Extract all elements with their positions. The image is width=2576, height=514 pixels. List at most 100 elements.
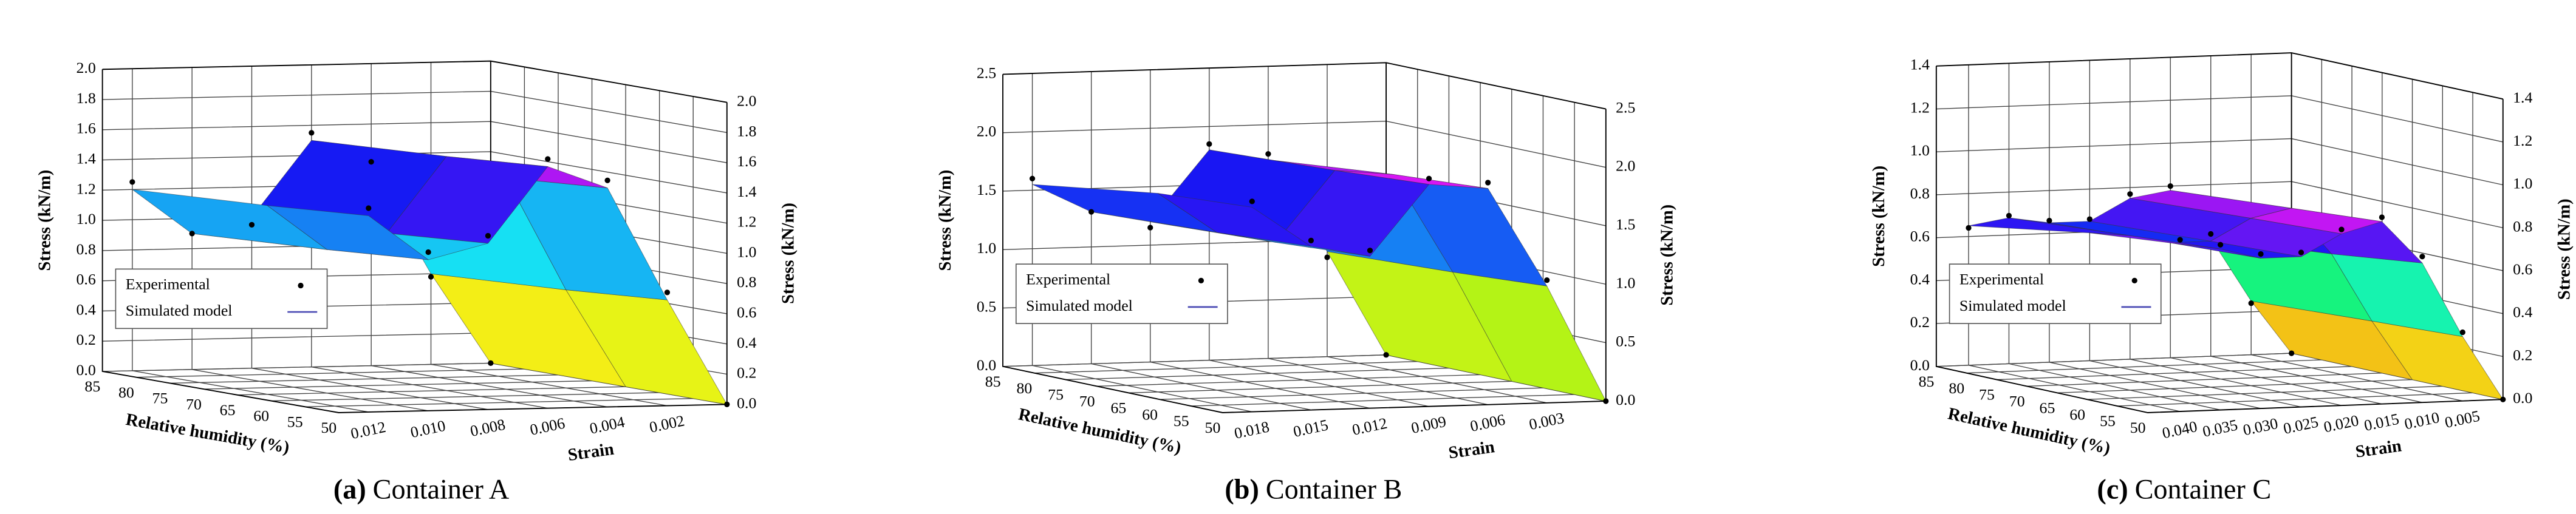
y-tick-label: 50 xyxy=(1205,419,1221,436)
y-tick-label: 80 xyxy=(1949,379,1964,397)
z-tick-label: 1.0 xyxy=(2513,175,2532,192)
caption: (c) Container C xyxy=(2097,473,2271,504)
x-tick-label: 0.040 xyxy=(2161,418,2199,442)
experimental-point xyxy=(2288,350,2295,356)
z-axis-title: Stress (kN/m) xyxy=(36,170,55,271)
x-tick-label: 0.009 xyxy=(1410,413,1448,437)
z-tick-label: 1.8 xyxy=(76,89,95,107)
experimental-point xyxy=(2086,216,2093,222)
x-tick-label: 0.006 xyxy=(1469,411,1507,435)
z-tick-label: 2.0 xyxy=(737,92,756,110)
z-tick-label: 1.6 xyxy=(76,120,95,137)
y-tick-label: 55 xyxy=(1174,412,1189,430)
z-tick-label: 0.2 xyxy=(737,364,756,382)
z-tick-label: 0.0 xyxy=(977,356,996,374)
z-tick-label: 2.0 xyxy=(76,59,95,76)
experimental-point xyxy=(1324,254,1330,260)
z-tick-label: 0.6 xyxy=(76,271,95,288)
z-tick-label: 1.0 xyxy=(737,243,756,260)
experimental-point xyxy=(1029,175,1036,181)
y-tick-label: 60 xyxy=(2069,405,2085,423)
experimental-point xyxy=(189,231,195,237)
x-tick-label: 0.004 xyxy=(588,413,626,437)
grid-line xyxy=(1003,62,1606,110)
experimental-point xyxy=(425,249,431,255)
experimental-point xyxy=(1383,352,1389,358)
experimental-point xyxy=(2248,300,2254,306)
z-tick-label: 0.0 xyxy=(737,394,756,411)
axis-edge xyxy=(1936,52,2503,100)
experimental-point xyxy=(1249,198,1255,205)
legend-label: Simulated model xyxy=(1026,297,1133,314)
legend-box xyxy=(1015,263,1228,324)
y-tick-label: 80 xyxy=(1016,379,1032,397)
z-tick-label: 1.2 xyxy=(1910,98,1930,116)
caption-label: (c) xyxy=(2097,473,2128,504)
experimental-point xyxy=(2208,231,2214,237)
grid-line xyxy=(1936,52,2503,100)
caption-text: Container B xyxy=(1266,473,1402,504)
experimental-point xyxy=(309,130,315,136)
z-tick-label: 1.5 xyxy=(1616,215,1635,233)
x-tick-label: 0.008 xyxy=(468,416,507,440)
z-tick-label: 0.4 xyxy=(76,300,95,318)
experimental-point xyxy=(428,274,434,280)
x-tick-label: 0.025 xyxy=(2282,413,2320,437)
y-tick-label: 50 xyxy=(2130,419,2146,436)
grid-line xyxy=(1003,120,1606,168)
legend-label: Experimental xyxy=(126,275,210,293)
x-tick-label: 0.005 xyxy=(2443,407,2481,431)
x-tick-label: 0.002 xyxy=(647,411,686,436)
experimental-point xyxy=(545,156,551,162)
y-tick-label: 55 xyxy=(2100,412,2116,430)
experimental-point xyxy=(1265,151,1271,157)
grid-line xyxy=(102,90,727,134)
z-tick-label: 1.0 xyxy=(1616,274,1635,291)
y-tick-label: 60 xyxy=(253,407,269,425)
experimental-point xyxy=(664,289,671,296)
z-tick-label: 2.0 xyxy=(977,123,996,140)
z-tick-label: 1.2 xyxy=(76,180,95,197)
experimental-point xyxy=(2298,249,2304,255)
x-tick-label: 0.010 xyxy=(409,417,447,441)
z-tick-label: 2.0 xyxy=(1616,157,1635,175)
z-tick-label: 0.5 xyxy=(1616,333,1635,350)
x-tick-label: 0.015 xyxy=(2362,410,2400,435)
x-tick-label: 0.003 xyxy=(1528,409,1566,433)
z-axis-title: Stress (kN/m) xyxy=(1870,166,1888,267)
z-tick-label: 0.2 xyxy=(76,331,95,348)
z-tick-label: 0.6 xyxy=(1910,228,1930,245)
experimental-point xyxy=(2500,396,2506,402)
y-tick-label: 65 xyxy=(220,401,236,419)
grid-line xyxy=(1031,73,1252,413)
y-tick-label: 70 xyxy=(2009,393,2025,410)
experimental-point xyxy=(2127,191,2133,197)
y-tick-label: 80 xyxy=(118,384,134,401)
experimental-point xyxy=(1485,180,1491,186)
z-axis-title: Stress (kN/m) xyxy=(2555,198,2574,300)
experimental-point xyxy=(724,401,730,408)
experimental-point xyxy=(1147,225,1153,231)
z-tick-label: 0.8 xyxy=(1910,184,1930,202)
z-tick-label: 1.8 xyxy=(737,122,756,140)
experimental-point xyxy=(604,177,610,183)
legend-label: Simulated model xyxy=(1959,297,2066,314)
z-axis-title: Stress (kN/m) xyxy=(779,203,798,304)
y-tick-label: 85 xyxy=(985,373,1001,390)
legend-box xyxy=(115,268,328,330)
axis-edge xyxy=(101,69,728,413)
z-tick-label: 0.0 xyxy=(1910,356,1930,374)
grid-line xyxy=(1936,95,2503,143)
z-tick-label: 0.8 xyxy=(737,273,756,291)
surface-patch xyxy=(2089,232,2221,249)
y-tick-label: 75 xyxy=(1048,386,1064,404)
z-tick-label: 0.4 xyxy=(2513,303,2532,321)
z-tick-label: 0.2 xyxy=(1910,313,1930,331)
z-tick-label: 0.2 xyxy=(2513,346,2532,364)
experimental-point xyxy=(488,360,494,367)
z-tick-label: 0.6 xyxy=(2513,260,2532,278)
x-tick-label: 0.020 xyxy=(2322,411,2360,436)
z-tick-label: 0.5 xyxy=(977,297,996,315)
z-tick-label: 2.5 xyxy=(977,64,996,81)
